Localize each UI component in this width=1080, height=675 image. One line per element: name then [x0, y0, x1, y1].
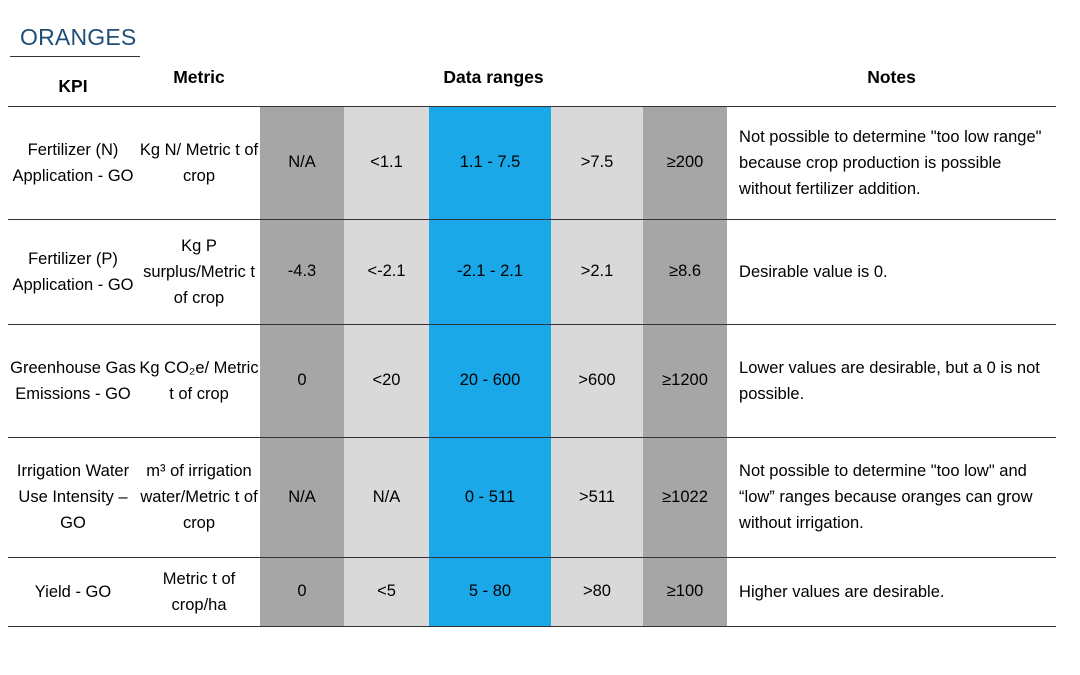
range-cell-target: 5 - 80: [429, 556, 551, 627]
metric-cell: Kg N/ Metric t of crop: [138, 105, 260, 219]
range-cell: N/A: [260, 436, 344, 557]
kpi-cell: Fertilizer (N) Application - GO: [8, 105, 138, 219]
header-data-ranges: Data ranges: [443, 67, 544, 88]
range-cell: <5: [344, 556, 429, 627]
range-cell: N/A: [260, 105, 344, 219]
range-cell: N/A: [344, 436, 429, 557]
range-cell: >2.1: [551, 218, 643, 324]
table-row: Fertilizer (P) Application - GO Kg P sur…: [8, 218, 1057, 324]
notes-cell: Desirable value is 0.: [727, 218, 1057, 324]
range-cell: -4.3: [260, 218, 344, 324]
range-cell: ≥1200: [643, 323, 728, 437]
range-cell: ≥8.6: [643, 218, 728, 324]
range-cell: <20: [344, 323, 429, 437]
range-cell: <1.1: [344, 105, 429, 219]
range-cell: >7.5: [551, 105, 643, 219]
header-row: KPI Metric Data ranges Notes: [8, 50, 1056, 106]
range-cell: >600: [551, 323, 643, 437]
table-row: Yield - GO Metric t of crop/ha 0 <5 5 - …: [8, 556, 1057, 627]
metric-cell: Kg CO₂e/ Metric t of crop: [138, 323, 260, 437]
kpi-cell: Greenhouse Gas Emissions - GO: [8, 323, 138, 437]
range-cell: >80: [551, 556, 643, 627]
kpi-cell: Irrigation Water Use Intensity – GO: [8, 436, 138, 557]
header-notes: Notes: [867, 67, 916, 88]
header-kpi: KPI: [58, 76, 88, 97]
kpi-table: KPI Metric Data ranges Notes Fertilizer …: [8, 50, 1057, 627]
range-cell-target: 0 - 511: [429, 436, 551, 557]
metric-cell: Kg P surplus/Metric t of crop: [138, 218, 260, 324]
metric-cell: Metric t of crop/ha: [138, 556, 260, 627]
notes-cell: Lower values are desirable, but a 0 is n…: [727, 323, 1057, 437]
table-row: Fertilizer (N) Application - GO Kg N/ Me…: [8, 105, 1057, 219]
kpi-cell: Yield - GO: [8, 556, 138, 627]
range-cell: 0: [260, 556, 344, 627]
range-cell: 0: [260, 323, 344, 437]
metric-cell: m³ of irrigation water/Metric t of crop: [138, 436, 260, 557]
notes-cell: Not possible to determine "too low range…: [727, 105, 1057, 219]
range-cell: ≥100: [643, 556, 728, 627]
range-cell: <-2.1: [344, 218, 429, 324]
header-metric: Metric: [173, 67, 225, 88]
range-cell: ≥1022: [643, 436, 728, 557]
range-cell-target: 20 - 600: [429, 323, 551, 437]
range-cell-target: 1.1 - 7.5: [429, 105, 551, 219]
page-title: ORANGES: [20, 24, 137, 50]
notes-cell: Higher values are desirable.: [727, 556, 1057, 627]
title-underline: [10, 56, 140, 57]
range-cell: >511: [551, 436, 643, 557]
table-row: Irrigation Water Use Intensity – GO m³ o…: [8, 436, 1057, 557]
kpi-cell: Fertilizer (P) Application - GO: [8, 218, 138, 324]
range-cell-target: -2.1 - 2.1: [429, 218, 551, 324]
notes-cell: Not possible to determine "too low" and …: [727, 436, 1057, 557]
range-cell: ≥200: [643, 105, 728, 219]
table-row: Greenhouse Gas Emissions - GO Kg CO₂e/ M…: [8, 323, 1057, 437]
